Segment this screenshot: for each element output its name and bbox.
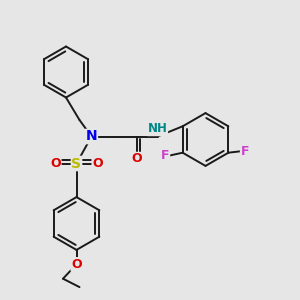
Text: O: O: [92, 157, 103, 170]
Text: O: O: [71, 258, 82, 271]
Text: F: F: [241, 145, 249, 158]
Text: F: F: [161, 149, 170, 162]
Text: O: O: [50, 157, 61, 170]
Text: N: N: [86, 130, 97, 143]
Text: NH: NH: [148, 122, 167, 136]
Text: S: S: [71, 157, 82, 170]
Text: O: O: [131, 152, 142, 166]
